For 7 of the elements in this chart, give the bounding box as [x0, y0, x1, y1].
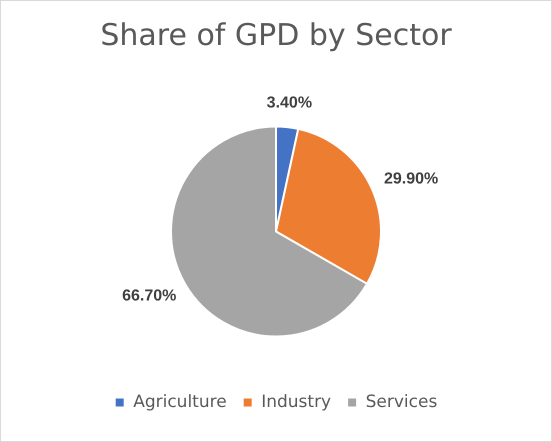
chart-title: Share of GPD by Sector: [100, 18, 452, 53]
data-label: 29.90%: [384, 170, 438, 188]
legend-label: Industry: [261, 392, 332, 412]
data-label: 66.70%: [122, 288, 176, 305]
legend-label: Agriculture: [133, 392, 227, 412]
data-label: 3.40%: [266, 94, 312, 112]
legend-label: Services: [366, 392, 438, 412]
